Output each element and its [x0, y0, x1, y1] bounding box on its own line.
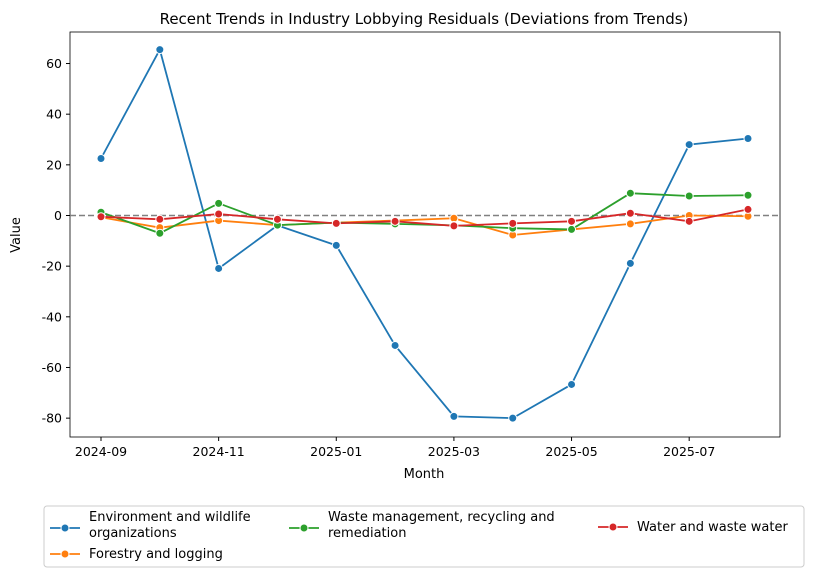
- data-point: [214, 209, 224, 219]
- data-point: [625, 208, 635, 218]
- data-point: [449, 411, 459, 421]
- y-tick-label: -80: [42, 411, 62, 426]
- legend-marker: [60, 549, 70, 559]
- data-point: [508, 413, 518, 423]
- data-point: [214, 198, 224, 208]
- chart-title: Recent Trends in Industry Lobbying Resid…: [160, 10, 689, 28]
- y-tick-label: -40: [42, 309, 62, 324]
- series-2: [96, 188, 753, 238]
- y-tick-label: 20: [46, 157, 62, 172]
- data-point: [567, 224, 577, 234]
- data-point: [684, 140, 694, 150]
- x-axis-label: Month: [404, 467, 445, 482]
- legend-label: Forestry and logging: [89, 547, 223, 562]
- y-tick-label: -20: [42, 259, 62, 274]
- data-point: [390, 340, 400, 350]
- data-point: [331, 218, 341, 228]
- series-0: [96, 45, 753, 423]
- data-point: [155, 45, 165, 55]
- legend: [43, 505, 805, 568]
- legend-item: Forestry and logging: [50, 547, 223, 562]
- series-line: [100, 208, 749, 227]
- data-point: [567, 379, 577, 389]
- data-point: [625, 258, 635, 268]
- data-point: [449, 221, 459, 231]
- x-tick-label: 2024-09: [75, 444, 127, 459]
- data-point: [390, 216, 400, 226]
- plot-area: [69, 31, 781, 438]
- legend-marker: [299, 523, 309, 533]
- series-line: [100, 214, 749, 236]
- data-point: [625, 219, 635, 229]
- data-point: [214, 263, 224, 273]
- data-point: [331, 240, 341, 250]
- data-point: [96, 212, 106, 222]
- data-point: [743, 204, 753, 214]
- y-tick-label: 0: [54, 208, 62, 223]
- data-point: [743, 133, 753, 143]
- series-line: [100, 47, 749, 420]
- series-3: [96, 204, 753, 231]
- y-tick-label: 40: [46, 107, 62, 122]
- data-point: [96, 154, 106, 164]
- data-point: [567, 216, 577, 226]
- y-axis-label: Value: [9, 217, 24, 253]
- data-point: [684, 216, 694, 226]
- data-point: [272, 214, 282, 224]
- data-point: [743, 190, 753, 200]
- x-tick-label: 2024-11: [193, 444, 245, 459]
- legend-marker: [608, 522, 618, 532]
- y-tick-label: -60: [42, 360, 62, 375]
- data-point: [155, 214, 165, 224]
- legend-label: Water and waste water: [637, 520, 788, 535]
- data-point: [684, 191, 694, 201]
- x-tick-label: 2025-03: [428, 444, 480, 459]
- legend-label: Waste management, recycling and remediati…: [328, 510, 555, 541]
- legend-item: Water and waste water: [598, 520, 788, 535]
- y-tick-label: 60: [46, 56, 62, 71]
- data-point: [508, 218, 518, 228]
- series-line: [100, 192, 749, 235]
- legend-item: Environment and wildlife organizations: [50, 510, 251, 541]
- x-tick-label: 2025-01: [310, 444, 362, 459]
- legend-label: Environment and wildlife organizations: [89, 510, 251, 541]
- data-point: [625, 188, 635, 198]
- legend-item: Waste management, recycling and remediati…: [289, 510, 555, 541]
- x-tick-label: 2025-07: [663, 444, 715, 459]
- x-tick-label: 2025-05: [545, 444, 597, 459]
- data-point: [155, 228, 165, 238]
- legend-marker: [60, 523, 70, 533]
